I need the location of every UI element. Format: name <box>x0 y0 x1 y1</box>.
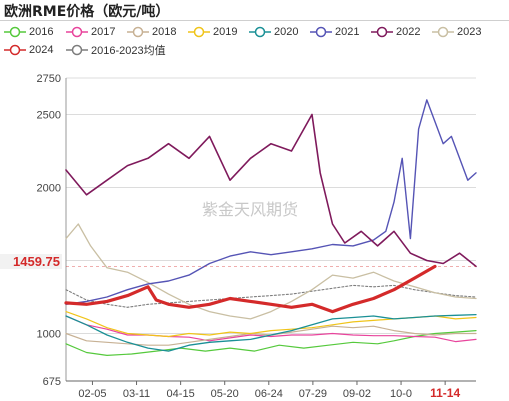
legend-marker-icon <box>371 26 393 38</box>
title-divider <box>0 20 509 21</box>
legend: 2016 2017 2018 2019 2020 2021 2022 2023 2024 2016… <box>0 24 509 60</box>
series-line-2019 <box>65 311 477 338</box>
legend-label: 2023 <box>457 26 482 38</box>
legend-marker-icon <box>66 26 88 38</box>
y-tick-label: 2000 <box>37 183 61 195</box>
legend-marker-icon <box>127 26 149 38</box>
legend-marker-circle <box>376 26 388 38</box>
legend-label: 2016-2023均值 <box>91 45 166 57</box>
legend-label: 2024 <box>29 44 54 56</box>
x-tick-label: 06-24 <box>255 388 283 400</box>
series-line-2016-2023- <box>65 284 477 308</box>
legend-item[interactable]: 2022 <box>371 24 420 40</box>
legend-marker-circle <box>71 44 83 56</box>
y-tick-label: 2500 <box>37 110 61 122</box>
legend-item[interactable]: 2019 <box>188 24 237 40</box>
series-line-2022 <box>65 113 477 268</box>
legend-label: 2020 <box>274 26 299 38</box>
legend-marker-circle <box>9 26 21 38</box>
watermark-text: 紫金天风期货 <box>202 200 298 219</box>
legend-item[interactable]: 2016 <box>4 24 53 40</box>
legend-marker-icon <box>66 44 88 56</box>
legend-item[interactable]: 2024 <box>4 42 53 58</box>
series-line-2017 <box>65 315 477 343</box>
y-tick-label: 675 <box>43 376 61 388</box>
legend-label: 2018 <box>152 26 177 38</box>
legend-marker-circle <box>254 26 266 38</box>
y-marker-label: 1459.75 <box>0 254 62 269</box>
legend-label: 2016 <box>29 26 54 38</box>
legend-item[interactable]: 2023 <box>432 24 481 40</box>
legend-label: 2022 <box>396 26 421 38</box>
x-tick-label: 07-29 <box>299 388 327 400</box>
legend-marker-circle <box>9 44 21 56</box>
legend-marker-circle <box>437 26 449 38</box>
legend-marker-icon <box>188 26 210 38</box>
legend-item[interactable]: 2021 <box>310 24 359 40</box>
series-line-2021 <box>65 99 477 305</box>
x-tick-label: 09-02 <box>343 388 371 400</box>
legend-marker-circle <box>193 26 205 38</box>
legend-item[interactable]: 2016-2023均值 <box>66 42 166 58</box>
series-line-2024 <box>64 264 437 314</box>
y-tick-label: 1000 <box>37 329 61 341</box>
x-tick-label: 10-0 <box>390 388 412 400</box>
legend-marker-circle <box>315 26 327 38</box>
x-tick-label: 03-11 <box>123 388 150 400</box>
y-tick-label: 2750 <box>37 73 61 85</box>
x-tick-label: 02-05 <box>78 388 106 400</box>
x-tick-label: 05-20 <box>211 388 239 400</box>
legend-marker-icon <box>249 26 271 38</box>
legend-marker-circle <box>132 26 144 38</box>
series-line-2020 <box>65 313 477 352</box>
chart-title: 欧洲RME价格（欧元/吨） <box>4 4 170 20</box>
legend-label: 2021 <box>335 26 360 38</box>
legend-marker-icon <box>432 26 454 38</box>
legend-label: 2019 <box>213 26 238 38</box>
legend-marker-circle <box>71 26 83 38</box>
x-tick-label: 11-14 <box>430 386 460 400</box>
series-line-2016 <box>65 330 477 356</box>
legend-marker-icon <box>4 44 26 56</box>
legend-marker-icon <box>310 26 332 38</box>
x-tick-label: 04-15 <box>167 388 195 400</box>
legend-marker-icon <box>4 26 26 38</box>
legend-item[interactable]: 2017 <box>66 24 115 40</box>
legend-item[interactable]: 2020 <box>249 24 298 40</box>
legend-label: 2017 <box>91 26 116 38</box>
legend-item[interactable]: 2018 <box>127 24 176 40</box>
